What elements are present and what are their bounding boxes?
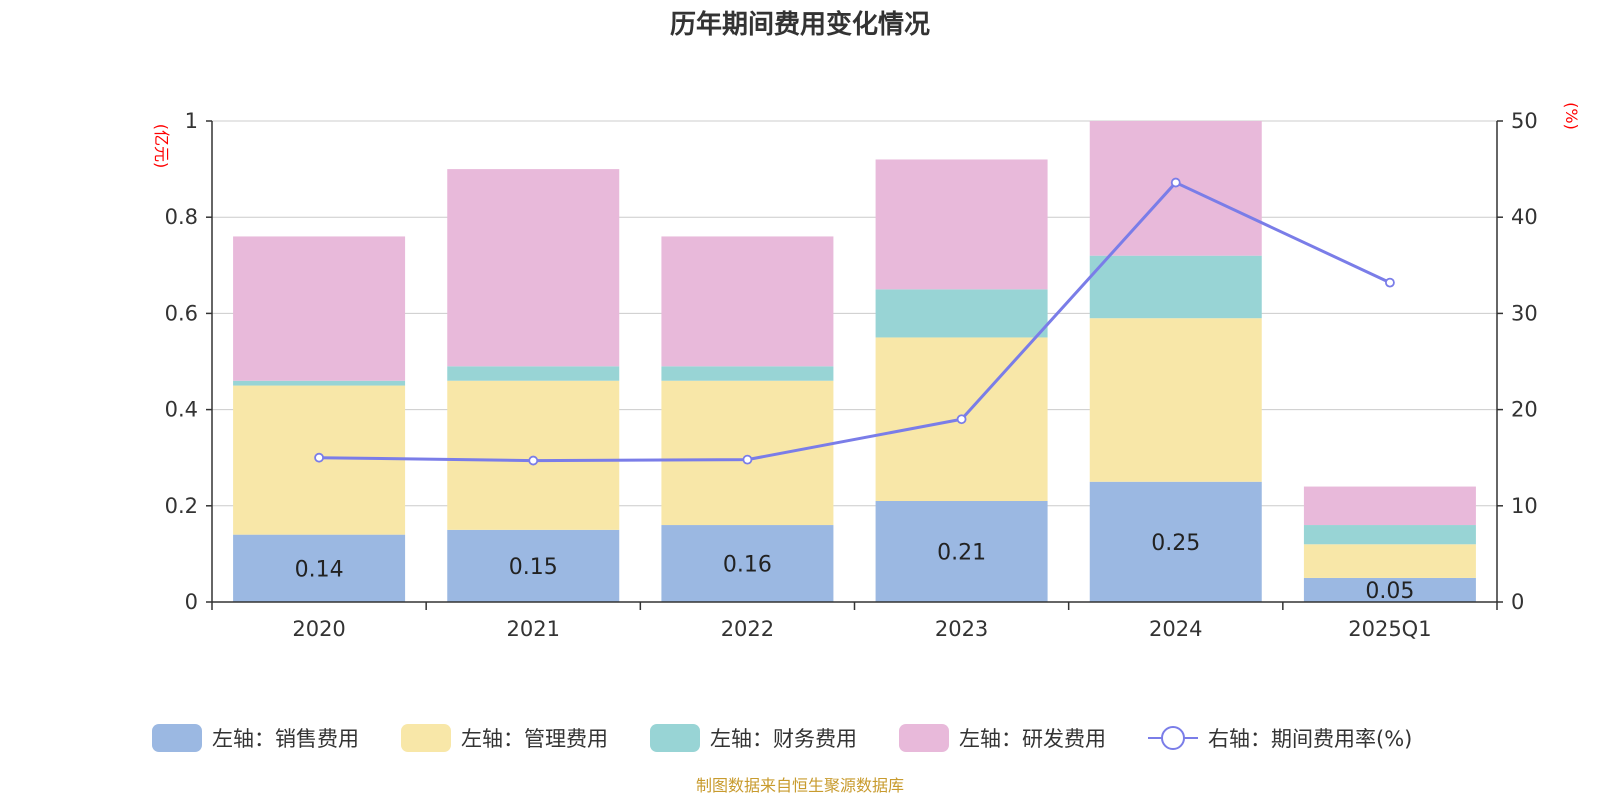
x-tick-label: 2020: [292, 617, 345, 641]
right-tick-label: 30: [1511, 301, 1538, 325]
bar-segment: [1089, 255, 1262, 319]
right-tick-label: 10: [1511, 494, 1538, 518]
left-tick-label: 0.6: [165, 301, 198, 325]
x-tick-label: 2025Q1: [1348, 617, 1431, 641]
right-tick-label: 20: [1511, 398, 1538, 422]
rate-point: [1385, 277, 1395, 288]
bar-segment: [661, 366, 834, 381]
rate-line: [319, 181, 1391, 463]
bar-segment: [233, 380, 406, 386]
bar-value-label: 0.21: [937, 540, 986, 565]
grid-layer: [212, 120, 1497, 507]
legend-swatch: [899, 724, 949, 752]
legend-swatch: [650, 724, 700, 752]
bar-segment: [447, 169, 620, 367]
legend-label: 左轴：研发费用: [959, 727, 1106, 751]
x-tick-label: 2022: [721, 617, 774, 641]
bar-value-label: 0.14: [295, 557, 344, 582]
bar-segment: [1089, 481, 1262, 602]
rate-point: [742, 454, 753, 465]
left-tick-label: 0: [185, 590, 198, 614]
bar-segment: [661, 236, 834, 367]
x-tick-label: 2024: [1149, 617, 1202, 641]
legend-swatch-marker: [1161, 726, 1185, 750]
bars-layer: [233, 121, 1476, 602]
bar-segment: [1303, 544, 1476, 578]
left-tick-label: 0.2: [165, 494, 198, 518]
bar-segment: [447, 380, 620, 530]
bar-segment: [447, 366, 620, 381]
bar-value-label: 0.15: [509, 555, 558, 580]
rate-point: [1170, 177, 1181, 188]
source-note: 制图数据来自恒生聚源数据库: [696, 776, 904, 795]
left-axis-unit: (亿元): [152, 124, 171, 169]
legend: 左轴：销售费用 左轴：管理费用 左轴：财务费用 左轴：研发费用 右轴：期间费用率(%): [152, 724, 1412, 752]
bar-segment: [447, 529, 620, 602]
bar-segment: [233, 236, 406, 381]
legend-swatch: [401, 724, 451, 752]
legend-label: 左轴：管理费用: [461, 727, 608, 751]
line-layer: [314, 177, 1395, 466]
bar-segment: [1303, 577, 1476, 602]
bar-segment: [233, 534, 406, 602]
rate-point: [956, 414, 967, 425]
left-tick-label: 0.4: [165, 398, 198, 422]
bar-segment: [875, 159, 1048, 290]
chart-title: 历年期间费用变化情况: [670, 9, 930, 40]
legend-label: 右轴：期间费用率(%): [1208, 727, 1412, 751]
right-axis-unit: (%): [1562, 102, 1581, 130]
bar-segment: [875, 289, 1048, 338]
bar-segment: [1089, 318, 1262, 482]
legend-swatch: [152, 724, 202, 752]
x-tick-label: 2021: [507, 617, 560, 641]
bar-segment: [1089, 121, 1262, 256]
rate-point: [314, 452, 324, 463]
left-tick-label: 1: [185, 109, 198, 133]
left-tick-label: 0.8: [165, 205, 198, 229]
bar-value-label: 0.16: [723, 553, 772, 578]
rate-point: [528, 455, 539, 466]
bar-segment: [1303, 525, 1476, 545]
legend-label: 左轴：财务费用: [710, 727, 857, 751]
bar-segment: [661, 525, 834, 602]
right-tick-label: 50: [1511, 109, 1538, 133]
right-tick-label: 0: [1511, 590, 1524, 614]
x-tick-label: 2023: [935, 617, 988, 641]
bar-value-label: 0.25: [1151, 531, 1200, 556]
bar-segment: [661, 380, 834, 526]
right-tick-label: 40: [1511, 205, 1538, 229]
legend-label: 左轴：销售费用: [212, 727, 359, 751]
bar-segment: [1303, 486, 1476, 526]
labels-layer: 0.14 0.15 0.16 0.21 0.25 0.05: [295, 531, 1415, 604]
bar-value-label: 0.05: [1365, 579, 1414, 604]
bar-segment: [875, 500, 1048, 602]
